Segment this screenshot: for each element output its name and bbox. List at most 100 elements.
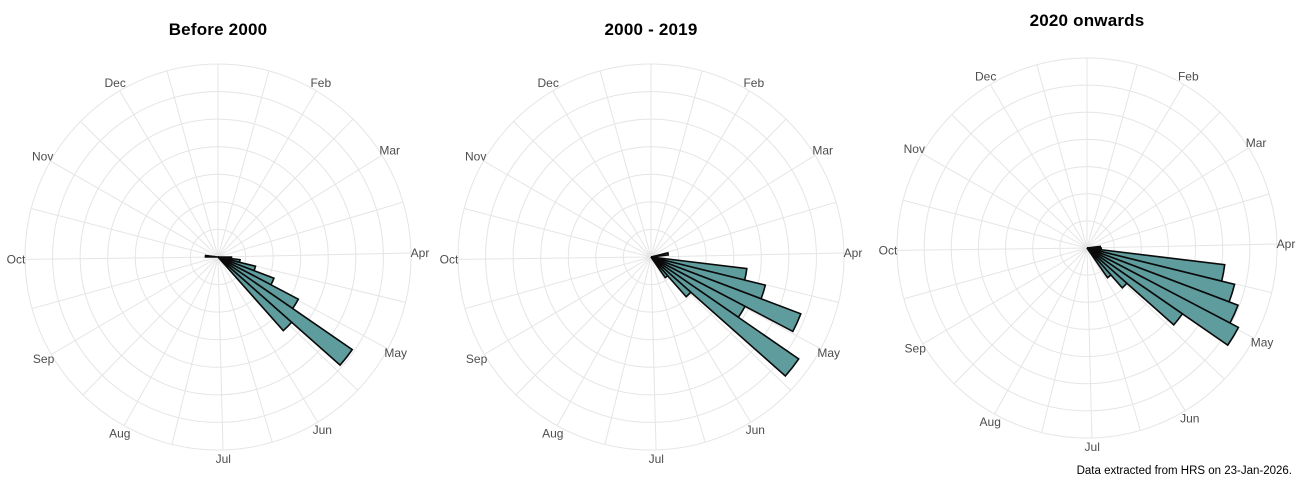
polar-grid-spoke bbox=[650, 252, 844, 258]
polar-grid-spoke bbox=[31, 208, 219, 258]
month-label-mar: Mar bbox=[1246, 136, 1267, 150]
month-label-feb: Feb bbox=[1178, 70, 1199, 84]
polar-grid-spoke bbox=[1086, 193, 1270, 249]
polar-grid-spoke bbox=[483, 160, 652, 258]
polar-grid-spoke bbox=[1086, 247, 1093, 438]
polar-grid-spoke bbox=[951, 114, 1088, 249]
month-label-jun: Jun bbox=[313, 423, 332, 437]
rose-petal-week-12 bbox=[650, 251, 670, 258]
polar-grid-spoke bbox=[650, 90, 750, 258]
rose-petal-week-40 bbox=[204, 254, 219, 258]
month-label-apr: Apr bbox=[844, 246, 863, 260]
polar-grid-spoke bbox=[994, 247, 1088, 415]
chart-title-2020-onwards: 2020 onwards bbox=[1029, 11, 1145, 30]
rose-chart-panel-3: Feb Mar Apr May Jun Jul Aug Sep Oct Nov Dec bbox=[879, 57, 1296, 454]
month-label-may: May bbox=[384, 346, 407, 360]
polar-grid-spoke bbox=[897, 247, 1088, 251]
month-label-sep: Sep bbox=[466, 352, 488, 366]
polar-grid-spoke bbox=[217, 154, 383, 258]
month-label-jul: Jul bbox=[216, 452, 231, 466]
chart-title-2000-2019: 2000 - 2019 bbox=[604, 20, 698, 39]
polar-grid-spoke bbox=[1086, 147, 1249, 249]
polar-grid-spoke bbox=[556, 256, 652, 426]
polar-grid-spoke bbox=[1036, 64, 1088, 249]
polar-grid-spoke bbox=[1086, 247, 1141, 431]
month-label-dec: Dec bbox=[538, 76, 559, 90]
polar-grid-spoke bbox=[604, 256, 652, 445]
polar-grid-spoke bbox=[217, 70, 270, 258]
polar-grid-spoke bbox=[903, 247, 1088, 300]
month-label-nov: Nov bbox=[32, 150, 53, 164]
polar-grid-spoke bbox=[119, 90, 219, 258]
polar-grid-spoke bbox=[513, 121, 652, 258]
polar-grid-spoke bbox=[1086, 243, 1277, 249]
polar-grid-spoke bbox=[989, 84, 1088, 249]
polar-grid-spoke bbox=[515, 256, 652, 396]
polar-grid-spoke bbox=[599, 70, 652, 258]
polar-grid-spoke bbox=[650, 256, 657, 450]
polar-grid-spoke bbox=[217, 256, 319, 423]
polar-grid-spoke bbox=[217, 201, 404, 258]
polar-grid-spoke bbox=[171, 256, 219, 445]
polar-grid-spoke bbox=[217, 90, 317, 258]
month-label-aug: Aug bbox=[980, 415, 1001, 429]
rose-petal-week-20 bbox=[1086, 247, 1128, 289]
polar-grid-spoke bbox=[1086, 247, 1186, 411]
rose-chart-panel-2: Feb Mar Apr May Jun Jul Aug Sep Oct Nov Dec bbox=[440, 63, 863, 466]
polar-grid-spoke bbox=[464, 208, 652, 258]
month-label-jun: Jun bbox=[1180, 411, 1199, 425]
polar-grid-spoke bbox=[650, 256, 706, 443]
polar-grid-spoke bbox=[80, 121, 219, 258]
polar-grid-spoke bbox=[650, 201, 837, 258]
month-label-dec: Dec bbox=[975, 70, 996, 84]
chart-title-before-2000: Before 2000 bbox=[168, 20, 268, 39]
month-label-jun: Jun bbox=[746, 423, 765, 437]
month-label-may: May bbox=[817, 346, 840, 360]
month-label-oct: Oct bbox=[7, 253, 26, 267]
polar-grid-spoke bbox=[31, 256, 219, 310]
month-label-may: May bbox=[1251, 336, 1274, 350]
polar-grid-spoke bbox=[552, 90, 652, 258]
polar-grid-spoke bbox=[217, 256, 273, 443]
polar-grid-spoke bbox=[650, 70, 703, 258]
polar-grid-spoke bbox=[953, 247, 1088, 385]
data-source-caption: Data extracted from HRS on 23-Jan-2026. bbox=[1076, 465, 1292, 477]
month-label-oct: Oct bbox=[879, 243, 898, 257]
month-label-nov: Nov bbox=[465, 150, 486, 164]
month-label-nov: Nov bbox=[904, 142, 925, 156]
rose-chart-panel-1: Feb Mar Apr May Jun Jul Aug Sep Oct Nov Dec bbox=[7, 63, 430, 466]
rose-petal-week-19 bbox=[650, 256, 800, 378]
month-label-apr: Apr bbox=[1277, 237, 1296, 251]
month-label-oct: Oct bbox=[440, 253, 459, 267]
polar-grid-spoke bbox=[458, 256, 652, 260]
month-label-feb: Feb bbox=[310, 76, 331, 90]
rose-petal-week-18 bbox=[1086, 247, 1240, 347]
rose-petal-week-19 bbox=[217, 256, 354, 367]
rose-petal-week-20 bbox=[217, 256, 293, 332]
polar-grid-spoke bbox=[50, 160, 219, 258]
month-label-aug: Aug bbox=[109, 427, 130, 441]
polar-grid-spoke bbox=[650, 256, 752, 423]
month-label-jul: Jul bbox=[649, 452, 664, 466]
rose-petal-week-21 bbox=[1086, 247, 1113, 279]
polar-grid-spoke bbox=[650, 154, 816, 258]
month-label-mar: Mar bbox=[812, 144, 833, 158]
polar-grid-spoke bbox=[217, 256, 224, 450]
polar-grid-spoke bbox=[51, 256, 219, 355]
polar-grid-spoke bbox=[1086, 84, 1185, 249]
polar-grid-spoke bbox=[1086, 111, 1221, 249]
month-label-sep: Sep bbox=[33, 352, 55, 366]
month-label-sep: Sep bbox=[905, 341, 927, 355]
rose-petal-week-19 bbox=[1086, 247, 1184, 326]
polar-grid-spoke bbox=[464, 256, 652, 310]
polar-grid-spoke bbox=[123, 256, 219, 426]
polar-grid-spoke bbox=[921, 153, 1088, 249]
month-label-mar: Mar bbox=[379, 144, 400, 158]
month-label-dec: Dec bbox=[105, 76, 126, 90]
month-label-apr: Apr bbox=[411, 246, 430, 260]
polar-grid-spoke bbox=[922, 247, 1088, 345]
polar-grid-spoke bbox=[217, 118, 354, 258]
polar-grid-spoke bbox=[217, 252, 411, 258]
